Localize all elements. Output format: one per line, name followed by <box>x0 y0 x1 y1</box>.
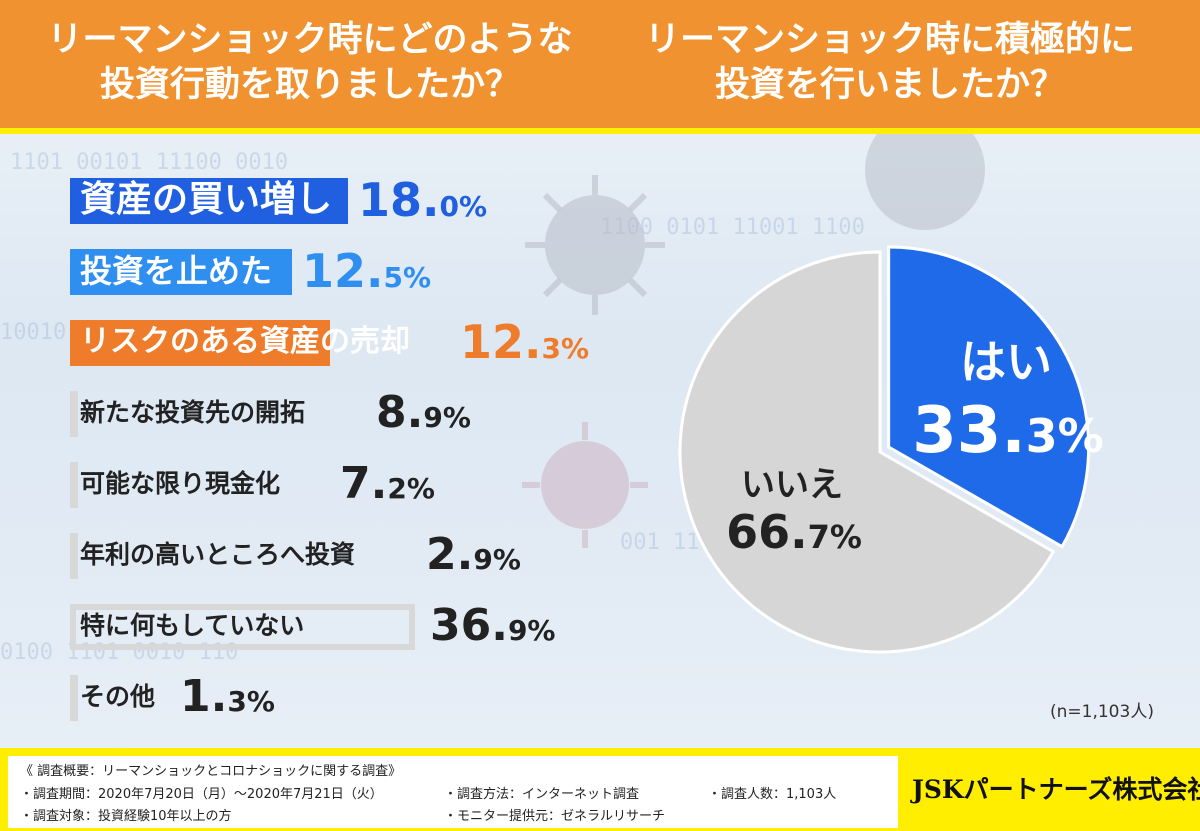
footer: 《 調査概要：リーマンショックとコロナショックに関する調査》 ・調査期間：202… <box>0 748 1200 831</box>
virus-decoration <box>522 422 648 548</box>
bg-digits: 1101 00101 11100 0010 <box>10 150 289 175</box>
virus-decoration <box>865 130 985 230</box>
bar <box>70 533 78 579</box>
company-name: JSKパートナーズ株式会社 <box>912 775 1200 804</box>
bar-label: その他 <box>80 682 156 711</box>
bar-label: 年利の高いところへ投資 <box>80 540 356 569</box>
bar <box>70 320 330 366</box>
pie-label-yes: はい <box>960 335 1052 389</box>
survey-summary-title: 《 調査概要：リーマンショックとコロナショックに関する調査》 <box>20 764 402 779</box>
pie-label-no: いいえ <box>741 465 843 505</box>
bar-value-label: 1.3% <box>180 671 275 722</box>
bar-value-label: 12.5% <box>302 244 432 298</box>
monitor-provider: ・モニター提供元：ゼネラルリサーチ <box>444 809 666 824</box>
bar-label: 投資を止めた <box>80 252 273 290</box>
bar-label: 資産の買い増し <box>80 179 333 220</box>
survey-method: ・調査方法：インターネット調査 <box>444 787 640 802</box>
bar <box>70 249 292 295</box>
survey-count: ・調査人数：1,103人 <box>708 787 837 802</box>
survey-period: ・調査期間：2020年7月20日（月）～2020年7月21日（火） <box>20 787 383 802</box>
bar <box>70 178 348 224</box>
question-1-line-2: 投資行動を取りましたか？ <box>99 65 520 105</box>
bar-value-label: 8.9% <box>376 387 471 438</box>
bar <box>70 675 78 721</box>
virus-decoration <box>525 175 665 315</box>
bar <box>70 604 415 650</box>
sample-size-note: (n=1,103人) <box>1050 702 1154 722</box>
header-banner: リーマンショック時にどのような 投資行動を取りましたか？ リーマンショック時に積… <box>0 0 1200 134</box>
survey-target: ・調査対象：投資経験10年以上の方 <box>20 809 232 824</box>
question-2-title: リーマンショック時に積極的に 投資を行いましたか？ <box>600 18 1180 108</box>
question-1-title: リーマンショック時にどのような 投資行動を取りましたか？ <box>20 18 600 108</box>
bar-value-label: 2.9% <box>426 529 521 580</box>
pie-value-no: 66.7% <box>726 505 862 559</box>
pie-slice-yes <box>887 245 1091 549</box>
bar <box>70 391 78 437</box>
bar-label: 特に何もしていない <box>80 611 305 640</box>
question-2-line-1: リーマンショック時に積極的に <box>644 20 1135 60</box>
bar-value-label: 36.9% <box>430 600 556 651</box>
bar-label: 可能な限り現金化 <box>80 469 281 498</box>
pie-slice-no <box>678 250 1056 654</box>
bar-value-label: 12.3% <box>460 315 590 369</box>
bar-label: リスクのある資産の売却 <box>80 324 410 359</box>
pie-value-yes: 33.3% <box>912 394 1103 468</box>
bar-label: 新たな投資先の開拓 <box>80 398 306 427</box>
bar-value-label: 7.2% <box>340 458 435 509</box>
question-2-line-2: 投資を行いましたか？ <box>714 65 1065 105</box>
survey-summary-box: 《 調査概要：リーマンショックとコロナショックに関する調査》 ・調査期間：202… <box>8 756 898 828</box>
bar-value-label: 18.0% <box>358 173 488 227</box>
question-1-line-1: リーマンショック時にどのような <box>47 20 573 60</box>
bar <box>70 462 78 508</box>
